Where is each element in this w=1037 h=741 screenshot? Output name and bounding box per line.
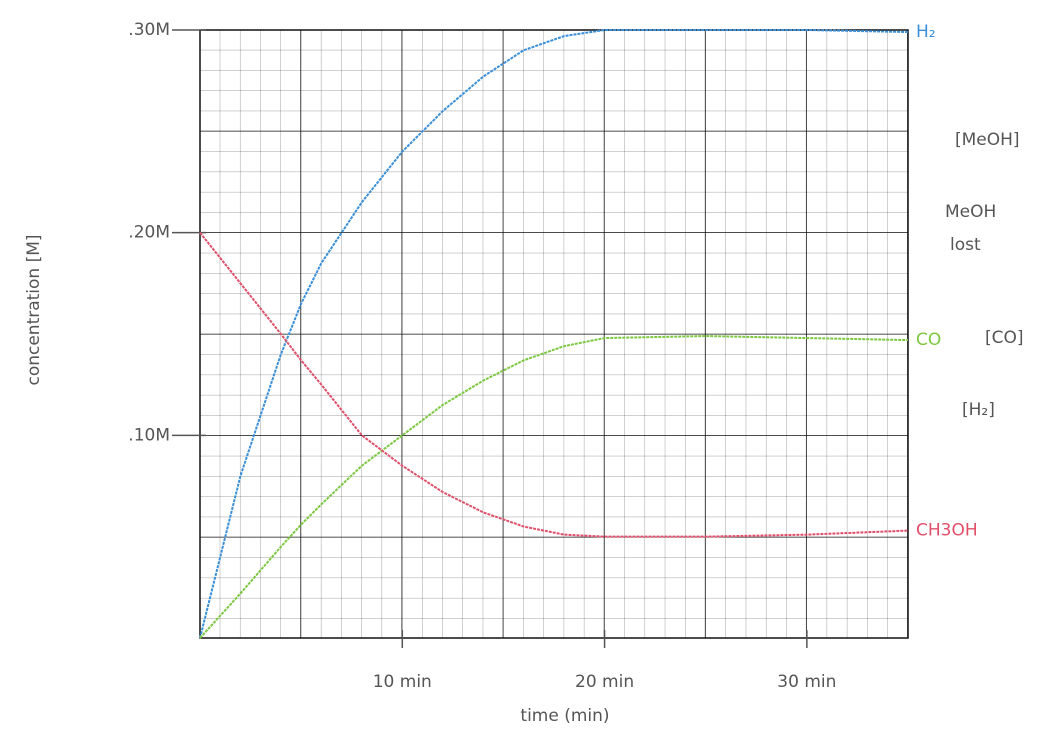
graph-paper bbox=[200, 30, 908, 638]
annotation: lost bbox=[950, 235, 981, 255]
y-tick-label: .10M bbox=[128, 425, 170, 445]
y-tick-label: .30M bbox=[128, 20, 170, 40]
x-tick-label: 20 min bbox=[575, 672, 634, 692]
x-tick-label: 10 min bbox=[373, 672, 432, 692]
annotation: [CO] bbox=[985, 328, 1024, 348]
chart: time (min) concentration [M] .10M .20M .30… bbox=[0, 0, 1037, 741]
annotation: [MeOH] bbox=[955, 130, 1020, 150]
series-label: CO bbox=[916, 330, 941, 350]
x-tick-label: 30 min bbox=[777, 672, 836, 692]
series-label: CH3OH bbox=[916, 521, 978, 541]
x-axis-label: time (min) bbox=[520, 706, 609, 726]
y-tick-label: .20M bbox=[128, 223, 170, 243]
y-axis-label: concentration [M] bbox=[24, 234, 44, 385]
annotation: MeOH bbox=[945, 202, 996, 222]
series-label: H₂ bbox=[916, 22, 936, 42]
annotation: [H₂] bbox=[962, 400, 995, 420]
